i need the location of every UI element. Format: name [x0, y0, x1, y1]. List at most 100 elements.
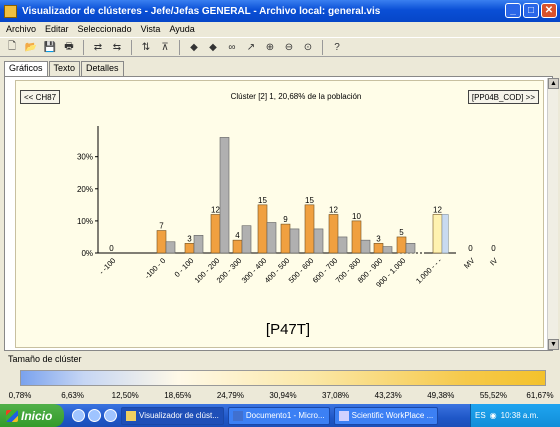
size-tick-label: 24,79%	[216, 391, 244, 400]
close-button[interactable]: ✕	[541, 3, 557, 18]
prev-variable-button[interactable]: << CH87	[20, 90, 61, 104]
sort-icon[interactable]: ⇅	[141, 41, 151, 53]
zoom-out-icon[interactable]: ⊖	[284, 41, 294, 53]
value-label: 4	[235, 231, 240, 240]
outlook-icon[interactable]	[88, 409, 101, 422]
tab-texto[interactable]: Texto	[48, 61, 81, 76]
plot-area: << CH87 Clúster [2] 1, 20,68% de la pobl…	[15, 80, 544, 348]
size-tick-label: 12,50%	[111, 391, 139, 400]
title-bar[interactable]: Visualizador de clústeres - Jefe/Jefas G…	[0, 0, 560, 22]
app-task-icon	[126, 410, 136, 421]
language-indicator[interactable]: ES	[475, 411, 486, 420]
size-tick-label: 55,52%	[479, 391, 507, 400]
value-label: 10	[352, 212, 361, 221]
zoom-in-icon[interactable]: ⊕	[265, 41, 275, 53]
scroll-down-icon[interactable]: ▼	[548, 339, 559, 350]
start-button[interactable]: Inicio	[0, 404, 64, 427]
quick-launch	[72, 409, 117, 422]
population-bar	[313, 228, 324, 254]
zoom-fit-icon[interactable]: ⊙	[303, 41, 313, 53]
swap-back-icon[interactable]: ⇆	[112, 41, 122, 53]
size-tick-label: 37,08%	[322, 391, 350, 400]
system-tray: ES ◉ 10:38 a.m.	[470, 404, 560, 427]
category-label: 1.000 - - -	[414, 256, 444, 286]
category-label: - -100	[97, 256, 117, 276]
minimize-button[interactable]: _	[505, 3, 521, 18]
browser-icon[interactable]	[72, 409, 85, 422]
value-label: 12	[433, 205, 442, 214]
value-label: 7	[159, 222, 164, 231]
task-scientific-workplace[interactable]: Scientific WorkPlace ...	[333, 406, 439, 425]
population-bar	[219, 137, 230, 254]
windows-logo-icon	[6, 409, 18, 422]
cluster-bar	[328, 214, 339, 254]
y-tick-label: 30%	[77, 153, 93, 162]
print-icon[interactable]: 🖶	[64, 40, 74, 52]
value-label: 15	[258, 196, 267, 205]
maximize-button[interactable]: □	[523, 3, 539, 18]
menu-bar: Archivo Editar Seleccionado Vista Ayuda	[0, 22, 560, 36]
scroll-up-icon[interactable]: ▲	[548, 78, 559, 89]
filter-icon[interactable]: ⊼	[161, 41, 169, 53]
app-icon	[4, 4, 17, 18]
category-label: 500 - 600	[287, 256, 316, 285]
population-bar	[405, 243, 416, 254]
vertical-scrollbar[interactable]: ▲ ▼	[547, 78, 559, 350]
swap-icon[interactable]: ⇄	[93, 41, 103, 53]
menu-seleccionado[interactable]: Seleccionado	[77, 24, 132, 34]
arrow-left-icon[interactable]: ◆	[190, 41, 198, 53]
chart-panel: << CH87 Clúster [2] 1, 20,68% de la pobl…	[4, 76, 553, 351]
cluster-bar	[184, 243, 195, 254]
cluster-bar	[156, 230, 167, 254]
binoculars-icon[interactable]: ∞	[228, 41, 236, 53]
variable-label: [P47T]	[266, 321, 310, 338]
task-visualizador[interactable]: Visualizador de clúst...	[121, 406, 224, 425]
tab-graficos[interactable]: Gráficos	[4, 61, 48, 76]
next-variable-button[interactable]: [PP04B_COD] >>	[467, 90, 539, 104]
toolbar: 🗋 📂 💾 🖶 ⇄ ⇆ ⇅ ⊼ ◆ ◆ ∞ ↗ ⊕ ⊖ ⊙ ?	[0, 37, 560, 57]
size-tick-label: 43,23%	[374, 391, 402, 400]
population-bar	[360, 239, 371, 254]
size-tick-label: 30,94%	[269, 391, 297, 400]
value-label: 0	[491, 244, 496, 253]
save-icon[interactable]: 💾	[43, 41, 57, 53]
help-icon[interactable]: ?	[334, 41, 340, 53]
toolbar-separator	[322, 39, 323, 55]
cluster-bar	[432, 214, 443, 254]
word-icon	[232, 410, 243, 421]
arrow-right-icon[interactable]: ◆	[209, 41, 217, 53]
menu-vista[interactable]: Vista	[140, 24, 161, 34]
menu-editar[interactable]: Editar	[45, 24, 69, 34]
menu-archivo[interactable]: Archivo	[6, 24, 37, 34]
population-bar	[193, 235, 204, 254]
firefox-icon[interactable]	[104, 409, 117, 422]
value-label: 12	[211, 205, 220, 214]
category-label: 0 - 100	[173, 256, 196, 279]
population-bar	[241, 225, 252, 254]
size-tick-label: 61,67%	[526, 391, 554, 400]
population-bar	[165, 241, 176, 254]
population-bar	[289, 228, 300, 254]
value-label: 5	[399, 228, 404, 237]
y-tick-label: 10%	[77, 217, 93, 226]
cluster-bar	[280, 223, 291, 254]
y-tick-label: 0%	[81, 249, 93, 258]
menu-ayuda[interactable]: Ayuda	[169, 24, 195, 34]
pointer-icon[interactable]: ↗	[246, 41, 256, 53]
tab-detalles[interactable]: Detalles	[81, 61, 124, 76]
category-label: IV	[488, 256, 499, 267]
start-label: Inicio	[21, 408, 53, 423]
open-folder-icon[interactable]: 📂	[24, 41, 38, 53]
network-icon[interactable]: ◉	[489, 411, 497, 420]
task-documento1[interactable]: Documento1 - Micro...	[227, 406, 330, 425]
size-tick-label: 6,63%	[61, 391, 84, 400]
new-file-icon[interactable]: 🗋	[7, 40, 17, 52]
category-label: -100 - 0	[143, 256, 168, 281]
taskbar: Inicio Visualizador de clúst... Document…	[0, 404, 560, 427]
cluster-size-ticks: 0,78% 6,63% 12,50% 18,65% 24,79% 30,94% 37,08%…	[0, 391, 560, 403]
clock: 10:38 a.m.	[500, 411, 539, 420]
value-label: 3	[376, 234, 381, 243]
cluster-bar	[232, 239, 243, 254]
value-label: 0	[109, 244, 114, 253]
